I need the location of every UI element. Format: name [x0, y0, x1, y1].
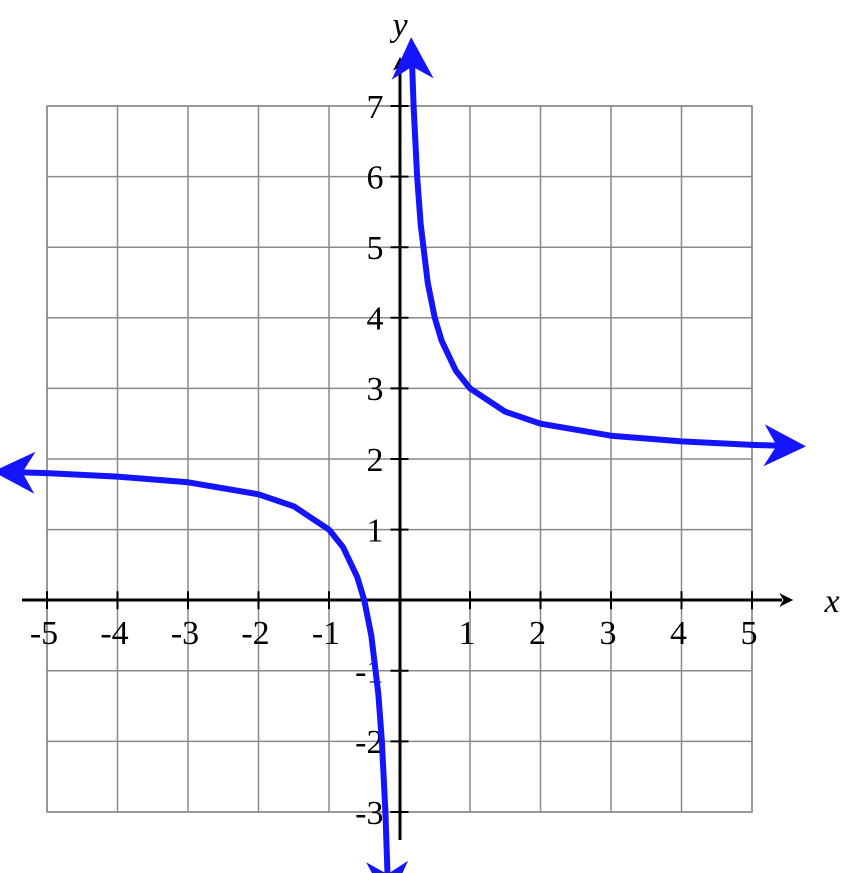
x-axis-label: x: [823, 583, 839, 620]
curve: [0, 451, 409, 873]
x-tick-label: 5: [741, 615, 758, 652]
y-tick-label: -3: [355, 795, 383, 832]
x-tick-label: -1: [312, 615, 340, 652]
x-tick-label: -3: [171, 615, 199, 652]
x-tick-label: 3: [600, 615, 617, 652]
y-tick-label: 3: [367, 371, 384, 408]
y-tick-label: 7: [367, 89, 384, 126]
y-tick-label: 6: [367, 159, 384, 196]
x-tick-label: 2: [529, 615, 546, 652]
y-tick-label: 5: [367, 230, 384, 267]
x-tick-label: 4: [670, 615, 687, 652]
y-axis-label: y: [389, 7, 408, 44]
x-tick-label: 1: [459, 615, 476, 652]
y-tick-label: 1: [367, 512, 384, 549]
x-tick-label: -5: [30, 615, 58, 652]
curves: [0, 37, 807, 873]
y-tick-label: 2: [367, 442, 384, 479]
curve: [391, 37, 807, 467]
y-tick-label: 4: [367, 301, 384, 338]
x-tick-label: -2: [241, 615, 269, 652]
x-tick-label: -4: [100, 615, 128, 652]
